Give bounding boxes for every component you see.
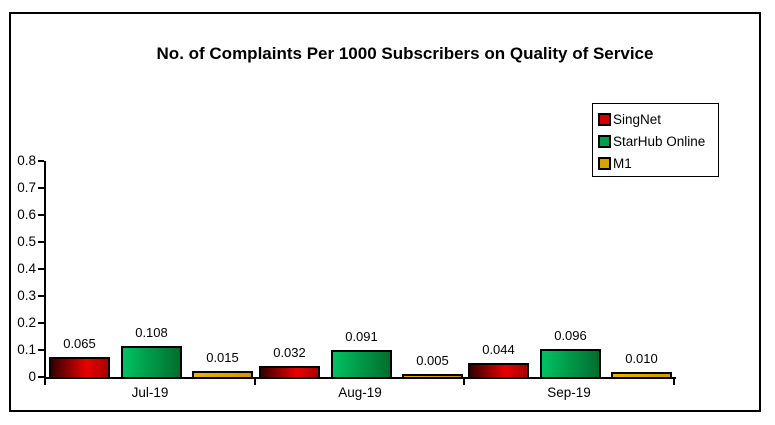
- y-tick-label: 0: [28, 369, 36, 384]
- legend: SingNet StarHub Online M1: [592, 103, 719, 177]
- bar-value-label: 0.015: [206, 350, 239, 365]
- category-label-jul-19: Jul-19: [131, 385, 169, 400]
- bar-value-label: 0.065: [63, 336, 96, 351]
- y-axis-tick: [38, 322, 44, 324]
- y-tick-label: 0.8: [17, 153, 36, 168]
- y-axis-tick: [38, 160, 44, 162]
- bar-value-label: 0.010: [625, 351, 658, 366]
- bar-singnet-sep-19: [468, 363, 529, 379]
- bar-starhub-online-sep-19: [540, 349, 601, 379]
- x-axis-tick: [44, 377, 46, 385]
- y-tick-label: 0.1: [17, 342, 36, 357]
- y-tick-label: 0.2: [17, 315, 36, 330]
- y-axis-tick: [38, 376, 44, 378]
- bar-starhub-online-jul-19: [121, 346, 182, 379]
- x-axis-tick: [463, 377, 465, 385]
- bar-singnet-jul-19: [49, 357, 110, 379]
- x-axis-tick: [254, 377, 256, 385]
- x-axis-tick: [673, 377, 675, 385]
- y-axis-tick: [38, 187, 44, 189]
- bar-singnet-aug-19: [259, 366, 320, 379]
- y-tick-label: 0.7: [17, 180, 36, 195]
- legend-label-m1: M1: [613, 155, 632, 171]
- legend-item-starhub-online: StarHub Online: [598, 130, 718, 152]
- y-axis-tick: [38, 268, 44, 270]
- y-axis-tick: [38, 214, 44, 216]
- legend-label-starhub-online: StarHub Online: [613, 133, 706, 149]
- y-tick-label: 0.6: [17, 207, 36, 222]
- bar-m1-aug-19: [402, 374, 463, 379]
- bar-starhub-online-aug-19: [331, 350, 392, 379]
- category-label-aug-19: Aug-19: [338, 385, 382, 400]
- y-tick-label: 0.4: [17, 261, 36, 276]
- y-axis-line: [44, 161, 46, 379]
- bar-m1-sep-19: [611, 372, 672, 379]
- legend-swatch-m1: [598, 156, 611, 170]
- plot-area: 0.8 0.7 0.6 0.5 0.4 0.3 0.2 0.1 0 Jul-19 0.065 0.10…: [11, 14, 759, 410]
- bar-value-label: 0.005: [416, 353, 449, 368]
- bar-value-label: 0.096: [554, 328, 587, 343]
- y-axis-tick: [38, 241, 44, 243]
- bar-value-label: 0.044: [482, 342, 515, 357]
- legend-label-singnet: SingNet: [613, 111, 662, 127]
- chart-frame: No. of Complaints Per 1000 Subscribers o…: [9, 12, 761, 412]
- y-axis-tick: [38, 349, 44, 351]
- bar-m1-jul-19: [192, 371, 253, 379]
- bar-value-label: 0.032: [273, 345, 306, 360]
- category-label-sep-19: Sep-19: [547, 385, 591, 400]
- chart-title: No. of Complaints Per 1000 Subscribers o…: [156, 44, 654, 63]
- y-tick-label: 0.5: [17, 234, 36, 249]
- legend-item-singnet: SingNet: [598, 108, 718, 130]
- legend-swatch-singnet: [598, 112, 611, 126]
- y-tick-label: 0.3: [17, 288, 36, 303]
- legend-item-m1: M1: [598, 152, 718, 174]
- bar-value-label: 0.108: [135, 325, 168, 340]
- legend-swatch-starhub-online: [598, 134, 611, 148]
- bar-value-label: 0.091: [345, 329, 378, 344]
- y-axis-tick: [38, 295, 44, 297]
